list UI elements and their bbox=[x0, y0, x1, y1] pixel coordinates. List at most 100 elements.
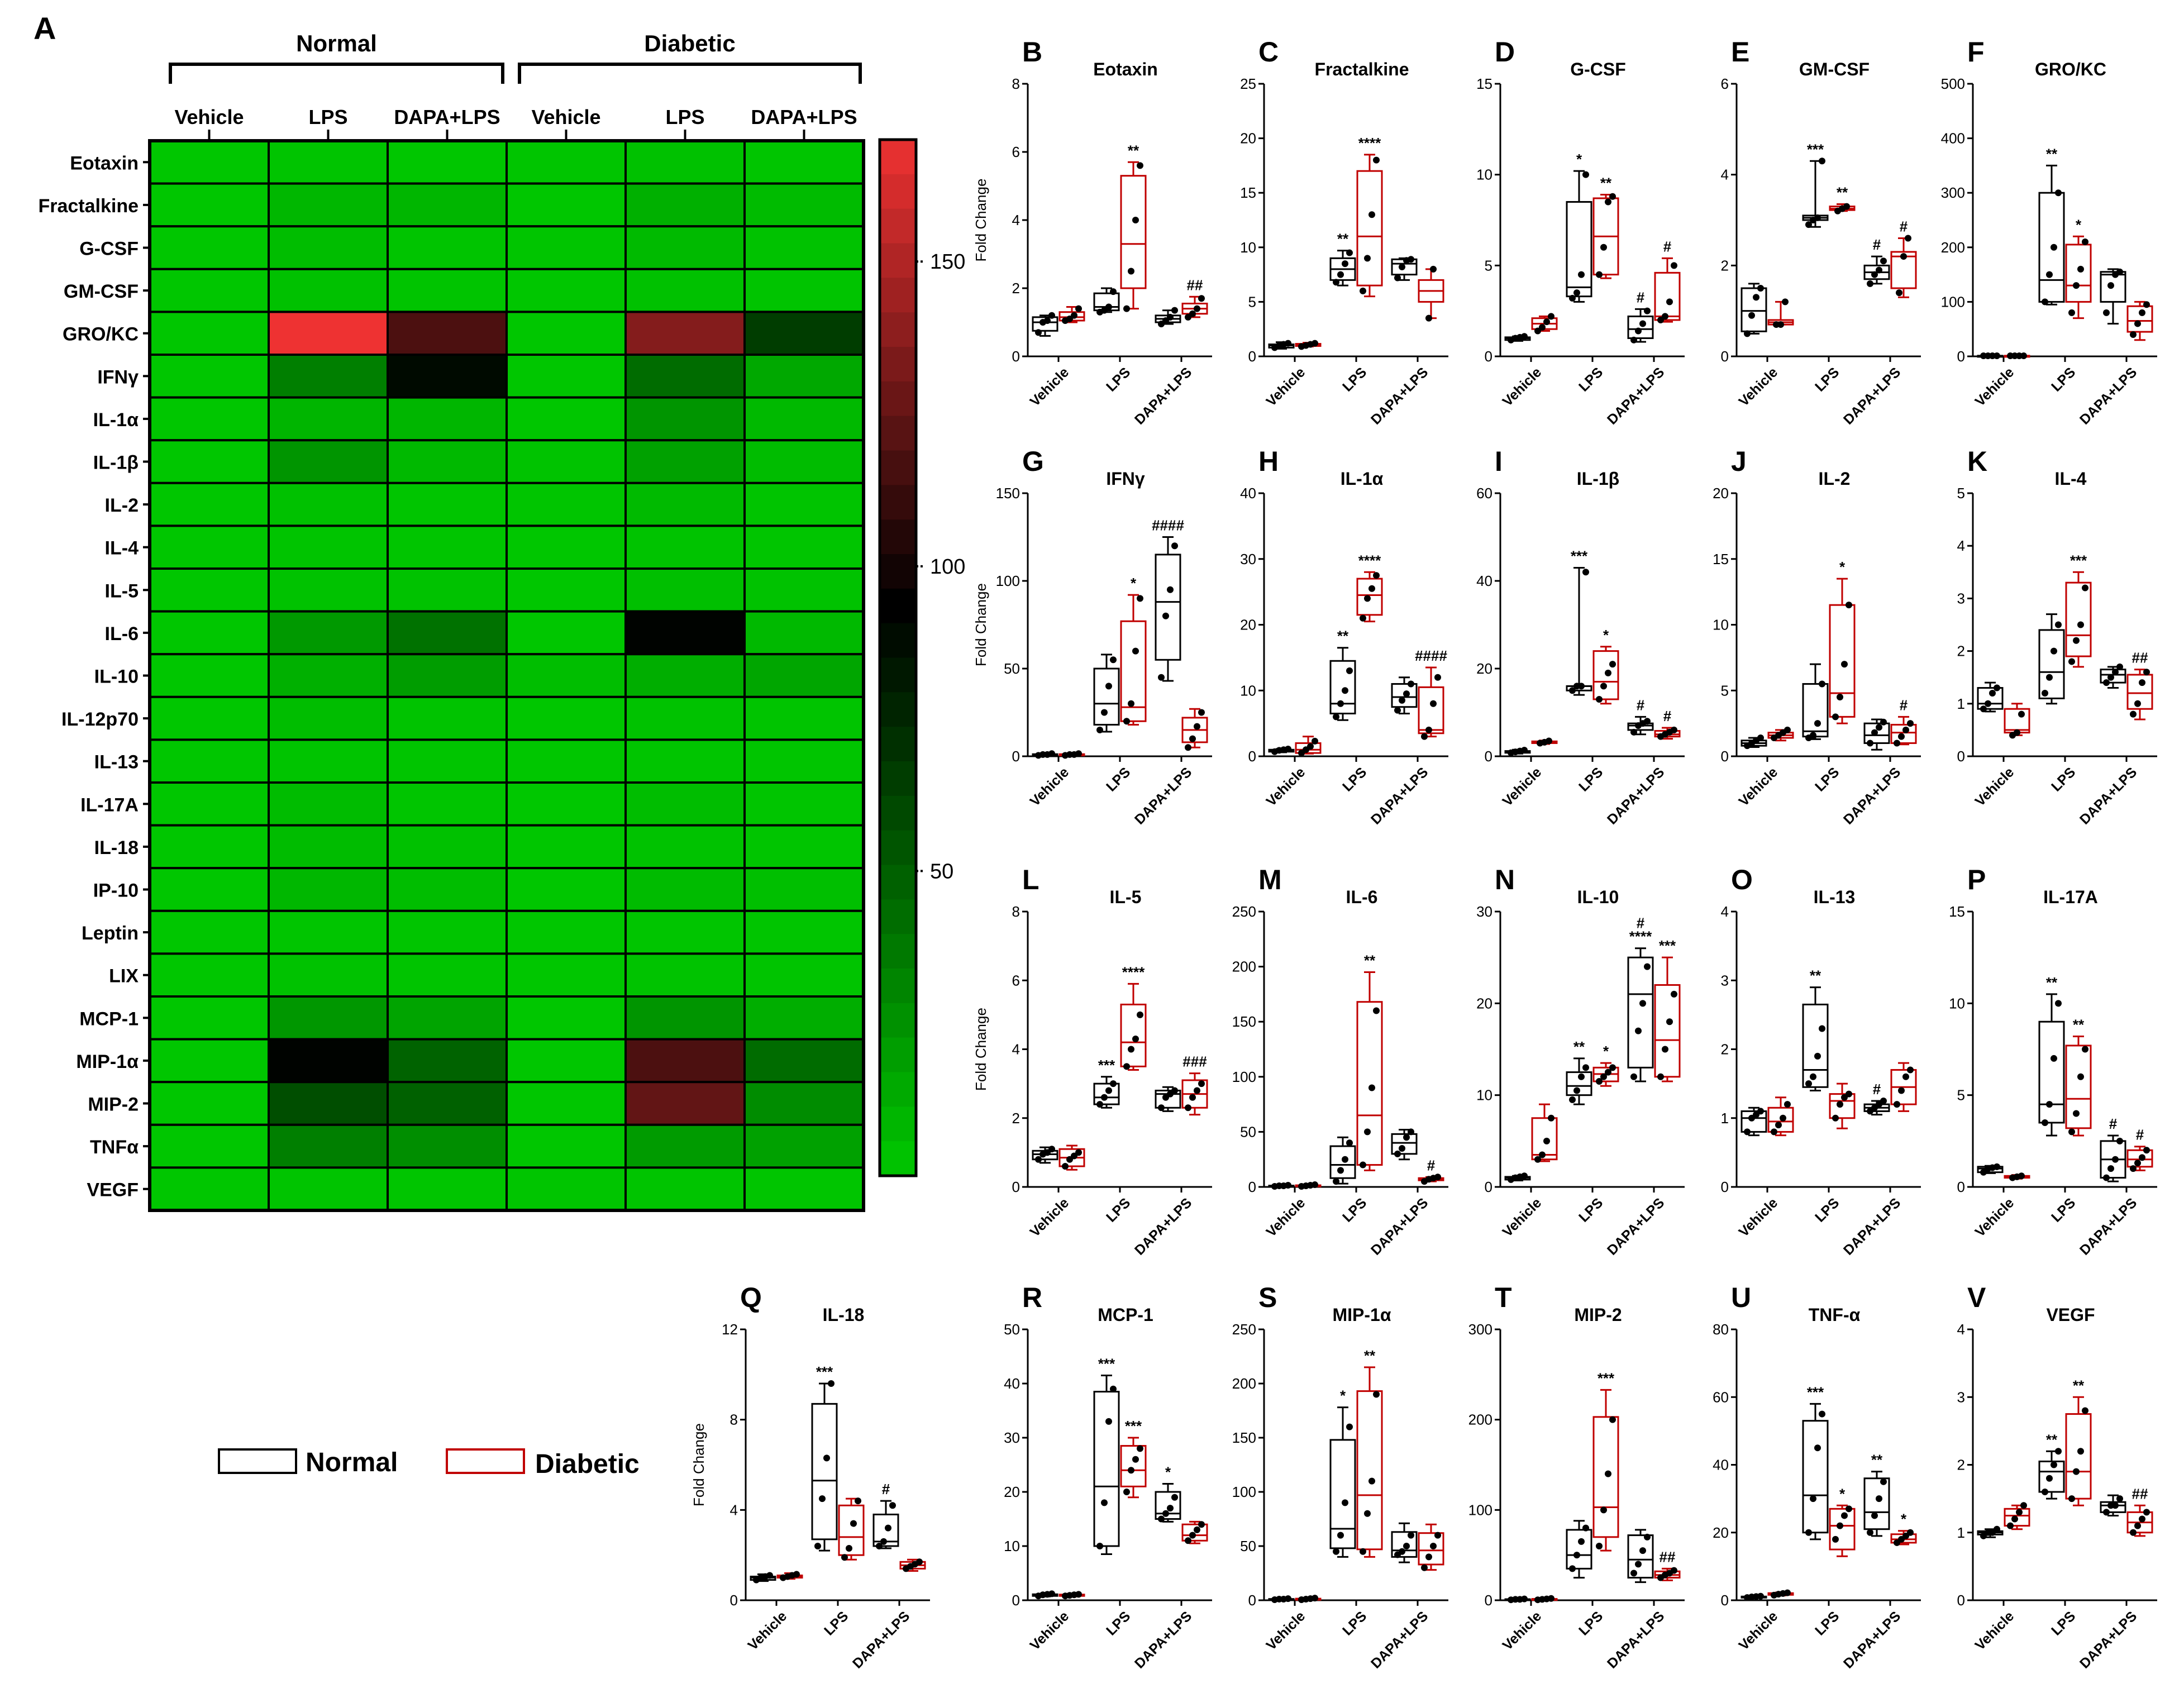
data-point bbox=[1337, 700, 1344, 707]
data-point bbox=[1408, 1532, 1414, 1539]
x-tick-label: Vehicle bbox=[1500, 764, 1545, 809]
box bbox=[2065, 244, 2092, 303]
heatmap-cell bbox=[743, 824, 865, 870]
data-point bbox=[2055, 621, 2062, 628]
y-axis-label: Fold Change bbox=[972, 583, 989, 666]
data-point bbox=[1757, 1592, 1764, 1600]
data-point bbox=[1312, 737, 1318, 745]
data-point bbox=[1994, 1163, 2000, 1170]
y-tick-label: 15 bbox=[1713, 551, 1729, 567]
data-point bbox=[1898, 733, 1905, 740]
data-point bbox=[1048, 1590, 1055, 1597]
data-point bbox=[2134, 1522, 2141, 1529]
data-point bbox=[1662, 313, 1668, 320]
data-point bbox=[1342, 1499, 1348, 1506]
y-tick-label: 100 bbox=[1232, 1484, 1256, 1500]
y-tick-label: 50 bbox=[1004, 660, 1020, 677]
y-tick-label: 12 bbox=[722, 1321, 738, 1338]
heatmap-cell bbox=[387, 524, 508, 570]
group-label: Diabetic bbox=[644, 30, 735, 56]
data-point bbox=[1123, 1063, 1130, 1070]
data-point bbox=[1543, 318, 1550, 326]
heatmap-column-label: DAPA+LPS bbox=[394, 106, 500, 128]
panel-title: VEGF bbox=[2046, 1305, 2095, 1325]
y-tick-label: 10 bbox=[1004, 1538, 1020, 1554]
data-point bbox=[1434, 674, 1441, 681]
y-tick-label: 300 bbox=[1941, 184, 1965, 201]
data-point bbox=[1775, 1122, 1782, 1129]
y-tick-label: 0 bbox=[1248, 1592, 1256, 1609]
x-tick-label: LPS bbox=[1576, 1195, 1606, 1225]
heatmap-row-label: Eotaxin bbox=[70, 152, 139, 174]
data-point bbox=[1539, 1151, 1546, 1158]
data-point bbox=[1744, 1128, 1751, 1136]
heatmap-cell bbox=[624, 140, 746, 185]
significance-label: *** bbox=[2070, 552, 2087, 569]
heatmap-cell bbox=[387, 867, 508, 912]
group-bracket bbox=[518, 63, 862, 84]
heatmap-cell bbox=[387, 311, 508, 356]
box bbox=[1093, 1391, 1120, 1547]
heatmap-cell bbox=[387, 140, 508, 185]
scale-segment bbox=[880, 899, 916, 935]
x-tick-label: LPS bbox=[1339, 764, 1370, 794]
data-point bbox=[1596, 1078, 1603, 1085]
data-point bbox=[1368, 1084, 1375, 1091]
data-point bbox=[2130, 1529, 2137, 1536]
heatmap-cell bbox=[743, 439, 865, 484]
data-point bbox=[1171, 1494, 1178, 1501]
heatmap-cell bbox=[506, 225, 627, 270]
data-point bbox=[1434, 1174, 1441, 1181]
y-tick-label: 4 bbox=[1957, 1321, 1965, 1338]
heatmap-cell bbox=[149, 396, 270, 442]
data-point bbox=[1394, 1150, 1401, 1157]
heatmap-cell bbox=[268, 824, 389, 870]
heatmap-cell bbox=[387, 781, 508, 827]
y-tick-label: 20 bbox=[1240, 617, 1256, 633]
legend-diabetic-label: Diabetic bbox=[535, 1449, 640, 1479]
y-tick-label: 10 bbox=[1949, 995, 1965, 1012]
x-tick-label: LPS bbox=[1576, 1608, 1606, 1638]
y-tick-label: 400 bbox=[1941, 130, 1965, 147]
x-tick-label: Vehicle bbox=[1972, 1195, 2018, 1240]
heatmap-cell bbox=[506, 952, 627, 998]
data-point bbox=[2073, 282, 2080, 289]
heatmap-cell bbox=[624, 567, 746, 613]
heatmap-cell bbox=[506, 311, 627, 356]
box bbox=[1627, 956, 1654, 1069]
heatmap-cell bbox=[387, 354, 508, 399]
data-point bbox=[1075, 750, 1082, 757]
data-point bbox=[1307, 743, 1314, 750]
significance-label: ** bbox=[1573, 1038, 1585, 1055]
data-point bbox=[2068, 1495, 2075, 1503]
significance-label: # bbox=[1637, 289, 1645, 306]
box bbox=[1329, 1145, 1356, 1179]
data-point bbox=[1425, 314, 1432, 322]
heatmap-cell bbox=[149, 867, 270, 912]
heatmap-cell bbox=[149, 225, 270, 270]
scale-segment bbox=[880, 1106, 916, 1142]
scale-segment bbox=[880, 1072, 916, 1108]
data-point bbox=[1189, 735, 1196, 742]
heatmap-cell bbox=[268, 695, 389, 741]
heatmap-row-label: GM-CSF bbox=[64, 281, 139, 302]
significance-label: # bbox=[2109, 1115, 2118, 1132]
y-tick-label: 4 bbox=[1957, 537, 1965, 554]
x-tick-label: DAPA+LPS bbox=[2077, 1608, 2140, 1671]
heatmap-cell bbox=[624, 354, 746, 399]
data-point bbox=[850, 1520, 857, 1527]
data-point bbox=[2073, 637, 2080, 644]
legend: Normal Diabetic bbox=[218, 1448, 640, 1479]
heatmap-row-label: IL-10 bbox=[94, 666, 139, 688]
data-point bbox=[1846, 602, 1852, 609]
heatmap-cell bbox=[149, 995, 270, 1041]
heatmap-cell bbox=[387, 1081, 508, 1126]
data-point bbox=[1346, 1423, 1353, 1430]
significance-label: # bbox=[1873, 236, 1881, 253]
data-point bbox=[916, 1558, 923, 1566]
x-tick-label: LPS bbox=[1576, 364, 1606, 394]
heatmap-row-label: IL-1α bbox=[93, 409, 139, 431]
heatmap-cell bbox=[268, 396, 389, 442]
significance-label: ** bbox=[1871, 1452, 1883, 1468]
